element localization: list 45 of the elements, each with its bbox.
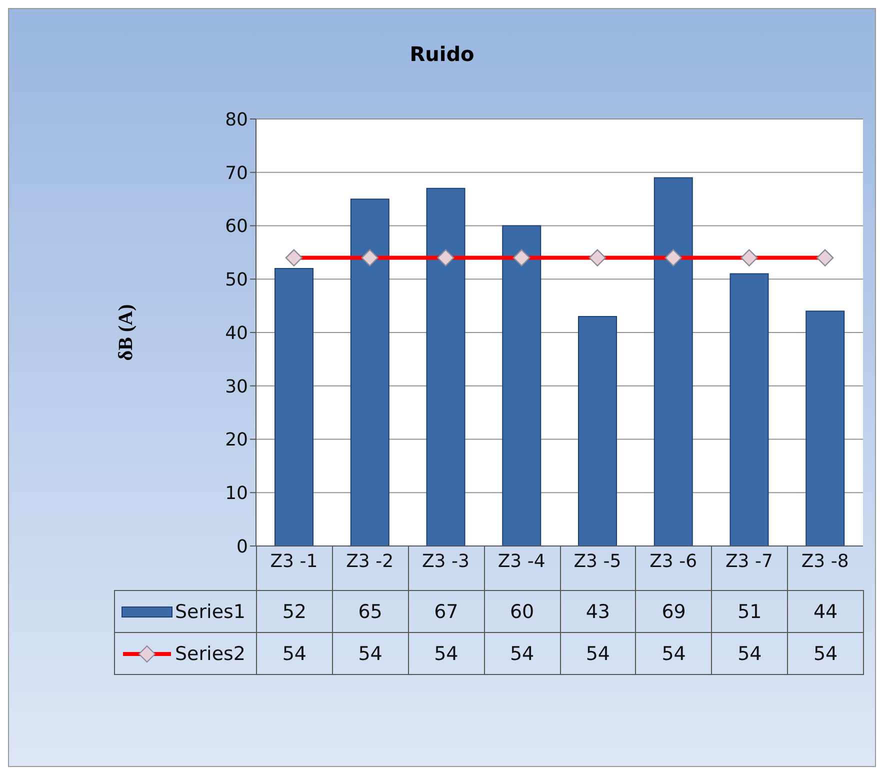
x-tick-label: Z3 -2	[346, 550, 394, 572]
y-tick-label: 40	[225, 322, 248, 344]
bar	[502, 225, 542, 546]
bar	[274, 268, 314, 546]
data-label: 54	[635, 632, 712, 675]
data-label: 60	[484, 590, 560, 633]
data-label: 69	[635, 590, 712, 633]
legend-label: Series2	[175, 642, 246, 664]
data-label: 67	[408, 590, 485, 633]
legend-label: Series1	[175, 600, 246, 622]
y-tick-label: 60	[225, 216, 248, 238]
data-label: 51	[711, 590, 788, 633]
data-label: 43	[560, 590, 636, 633]
x-tick-label: Z3 -4	[498, 550, 546, 572]
chart-title: Ruido	[408, 42, 476, 66]
data-label: 54	[256, 632, 333, 675]
x-tick-label: Z3 -5	[574, 550, 622, 572]
data-label: 54	[560, 632, 636, 675]
data-label: 54	[332, 632, 409, 675]
data-label: 54	[711, 632, 788, 675]
x-tick-label: Z3 -8	[801, 550, 849, 572]
y-tick-label: 10	[225, 483, 248, 504]
bar	[806, 310, 845, 546]
x-tick-label: Z3 -7	[725, 550, 773, 572]
bar	[350, 198, 390, 546]
y-axis-title: δB (A)	[115, 304, 137, 361]
data-label: 54	[408, 632, 485, 675]
x-tick-label: Z3 -1	[270, 550, 318, 572]
x-tick-label: Z3 -3	[422, 550, 470, 572]
bar	[578, 316, 617, 546]
bar	[426, 188, 466, 546]
x-tick-label: Z3 -6	[650, 550, 698, 572]
data-label: 54	[787, 632, 864, 675]
y-tick-label: 0	[236, 536, 248, 558]
y-tick-label: 70	[225, 162, 248, 184]
data-label: 52	[256, 590, 333, 633]
y-tick-label: 80	[225, 109, 248, 130]
bar	[730, 273, 769, 546]
bar	[654, 177, 693, 546]
y-tick-label: 30	[225, 376, 248, 398]
y-tick-label: 50	[225, 270, 248, 291]
data-label: 54	[484, 632, 560, 675]
data-label: 44	[787, 590, 864, 633]
data-label: 65	[332, 590, 409, 633]
y-tick-label: 20	[225, 430, 248, 451]
